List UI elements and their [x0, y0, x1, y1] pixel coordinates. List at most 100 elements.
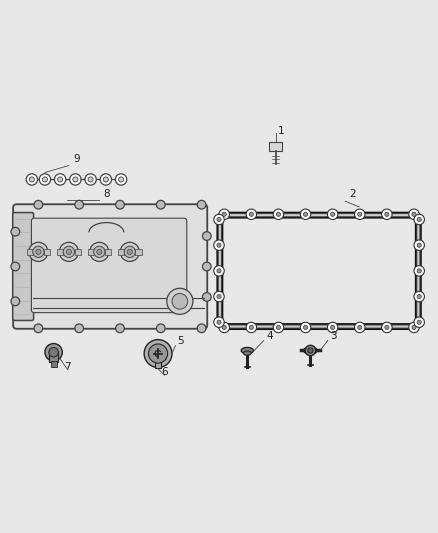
Circle shape	[217, 269, 221, 273]
Circle shape	[304, 212, 307, 216]
Circle shape	[328, 209, 338, 220]
Circle shape	[42, 177, 47, 182]
Text: 3: 3	[330, 332, 337, 341]
Circle shape	[34, 200, 43, 209]
Circle shape	[66, 249, 71, 254]
Bar	[88, 249, 94, 255]
Circle shape	[358, 325, 362, 329]
Circle shape	[94, 246, 105, 257]
Circle shape	[217, 320, 221, 324]
Circle shape	[214, 292, 224, 302]
Circle shape	[214, 240, 224, 251]
Circle shape	[202, 262, 211, 271]
Circle shape	[222, 212, 226, 216]
Circle shape	[273, 209, 284, 220]
Bar	[155, 357, 161, 368]
Circle shape	[148, 344, 168, 363]
Bar	[57, 249, 63, 255]
Circle shape	[172, 294, 187, 309]
Circle shape	[249, 325, 254, 329]
Circle shape	[124, 246, 135, 257]
Circle shape	[85, 174, 96, 185]
Circle shape	[34, 324, 43, 333]
Circle shape	[75, 200, 84, 209]
Circle shape	[11, 228, 20, 236]
Circle shape	[144, 340, 172, 367]
Circle shape	[11, 262, 20, 271]
Bar	[105, 249, 111, 255]
Circle shape	[63, 246, 74, 257]
Circle shape	[49, 348, 58, 357]
Circle shape	[219, 209, 230, 220]
Circle shape	[414, 214, 424, 225]
Bar	[219, 214, 419, 327]
Circle shape	[97, 249, 102, 254]
Circle shape	[414, 292, 424, 302]
Bar	[118, 249, 124, 255]
Circle shape	[29, 177, 35, 182]
Circle shape	[222, 325, 226, 329]
Circle shape	[354, 209, 365, 220]
Circle shape	[217, 294, 221, 298]
Bar	[74, 249, 81, 255]
Circle shape	[127, 249, 132, 254]
Circle shape	[73, 177, 78, 182]
Circle shape	[214, 317, 224, 327]
Circle shape	[385, 325, 389, 329]
Text: 6: 6	[161, 367, 168, 377]
Circle shape	[276, 212, 280, 216]
Circle shape	[116, 200, 124, 209]
Circle shape	[414, 240, 424, 251]
Ellipse shape	[241, 348, 253, 353]
Circle shape	[167, 288, 193, 314]
Circle shape	[100, 174, 112, 185]
Circle shape	[214, 214, 224, 225]
Circle shape	[75, 324, 84, 333]
Circle shape	[156, 200, 165, 209]
Bar	[49, 351, 58, 362]
Circle shape	[276, 325, 280, 329]
Circle shape	[354, 322, 365, 333]
Circle shape	[273, 322, 284, 333]
Circle shape	[197, 324, 206, 333]
Circle shape	[26, 174, 38, 185]
Circle shape	[331, 325, 335, 329]
Text: 7: 7	[64, 362, 71, 372]
Circle shape	[385, 212, 389, 216]
Bar	[50, 361, 57, 367]
Circle shape	[36, 249, 41, 254]
Circle shape	[331, 212, 335, 216]
Ellipse shape	[244, 351, 251, 356]
Circle shape	[202, 232, 211, 240]
FancyBboxPatch shape	[32, 218, 187, 313]
Circle shape	[246, 322, 257, 333]
Circle shape	[381, 209, 392, 220]
Circle shape	[54, 174, 66, 185]
Bar	[27, 249, 33, 255]
Circle shape	[304, 325, 307, 329]
FancyBboxPatch shape	[13, 204, 207, 329]
Circle shape	[328, 322, 338, 333]
Circle shape	[308, 348, 313, 353]
Circle shape	[39, 174, 50, 185]
Circle shape	[249, 212, 254, 216]
Text: 9: 9	[73, 154, 80, 164]
Circle shape	[417, 269, 421, 273]
Circle shape	[197, 200, 206, 209]
Bar	[135, 249, 141, 255]
Circle shape	[11, 297, 20, 305]
Circle shape	[29, 243, 48, 262]
Circle shape	[417, 243, 421, 247]
Bar	[44, 249, 50, 255]
Circle shape	[305, 345, 316, 356]
Circle shape	[217, 243, 221, 247]
Circle shape	[103, 177, 108, 182]
Circle shape	[116, 324, 124, 333]
Text: 4: 4	[266, 332, 272, 341]
FancyBboxPatch shape	[13, 213, 34, 320]
Circle shape	[300, 209, 311, 220]
Circle shape	[58, 177, 63, 182]
Circle shape	[116, 174, 127, 185]
Bar	[269, 142, 282, 151]
Circle shape	[414, 317, 424, 327]
